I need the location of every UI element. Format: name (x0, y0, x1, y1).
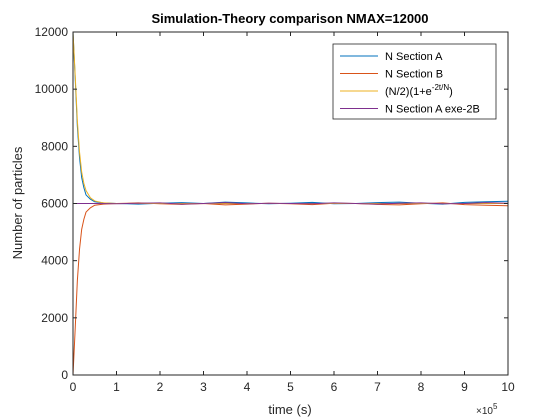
x-axis-exponent: ×105 (476, 402, 498, 417)
chart-title: Simulation-Theory comparison NMAX=12000 (151, 11, 428, 26)
legend-label: N Section B (385, 69, 443, 81)
x-tick-label: 10 (501, 380, 515, 394)
x-tick-label: 2 (157, 380, 164, 394)
y-tick-label: 10000 (35, 82, 69, 96)
x-tick-label: 4 (244, 380, 251, 394)
x-axis-label: time (s) (268, 402, 311, 417)
y-axis-ticks: 0 2000 4000 6000 8000 10000 12000 (35, 25, 508, 382)
x-axis-exponent-power: 5 (493, 402, 498, 411)
x-tick-label: 6 (331, 380, 338, 394)
x-axis-ticks: 0 1 2 3 4 5 6 7 8 9 10 (70, 32, 515, 394)
series-line-4 (73, 202, 509, 205)
x-tick-label: 9 (461, 380, 468, 394)
x-tick-label: 7 (374, 380, 381, 394)
legend-label: (N/2)(1+e-2t/N) (385, 83, 453, 98)
x-tick-label: 1 (113, 380, 120, 394)
legend: N Section A N Section B (N/2)(1+e-2t/N) N S… (332, 43, 497, 120)
y-tick-label: 8000 (41, 139, 68, 153)
y-tick-label: 6000 (41, 197, 68, 211)
y-tick-label: 4000 (41, 254, 68, 268)
x-tick-label: 8 (418, 380, 425, 394)
x-tick-label: 3 (200, 380, 207, 394)
legend-label: N Section A exe-2B (385, 104, 480, 116)
y-axis-label: Number of particles (10, 146, 25, 259)
legend-label: N Section A (385, 51, 443, 63)
x-tick-label: 0 (70, 380, 77, 394)
y-tick-label: 12000 (35, 25, 69, 39)
x-axis-exponent-base: ×10 (476, 406, 493, 417)
y-tick-label: 0 (61, 368, 68, 382)
x-tick-label: 5 (287, 380, 294, 394)
y-tick-label: 2000 (41, 311, 68, 325)
series-layer (72, 31, 509, 376)
